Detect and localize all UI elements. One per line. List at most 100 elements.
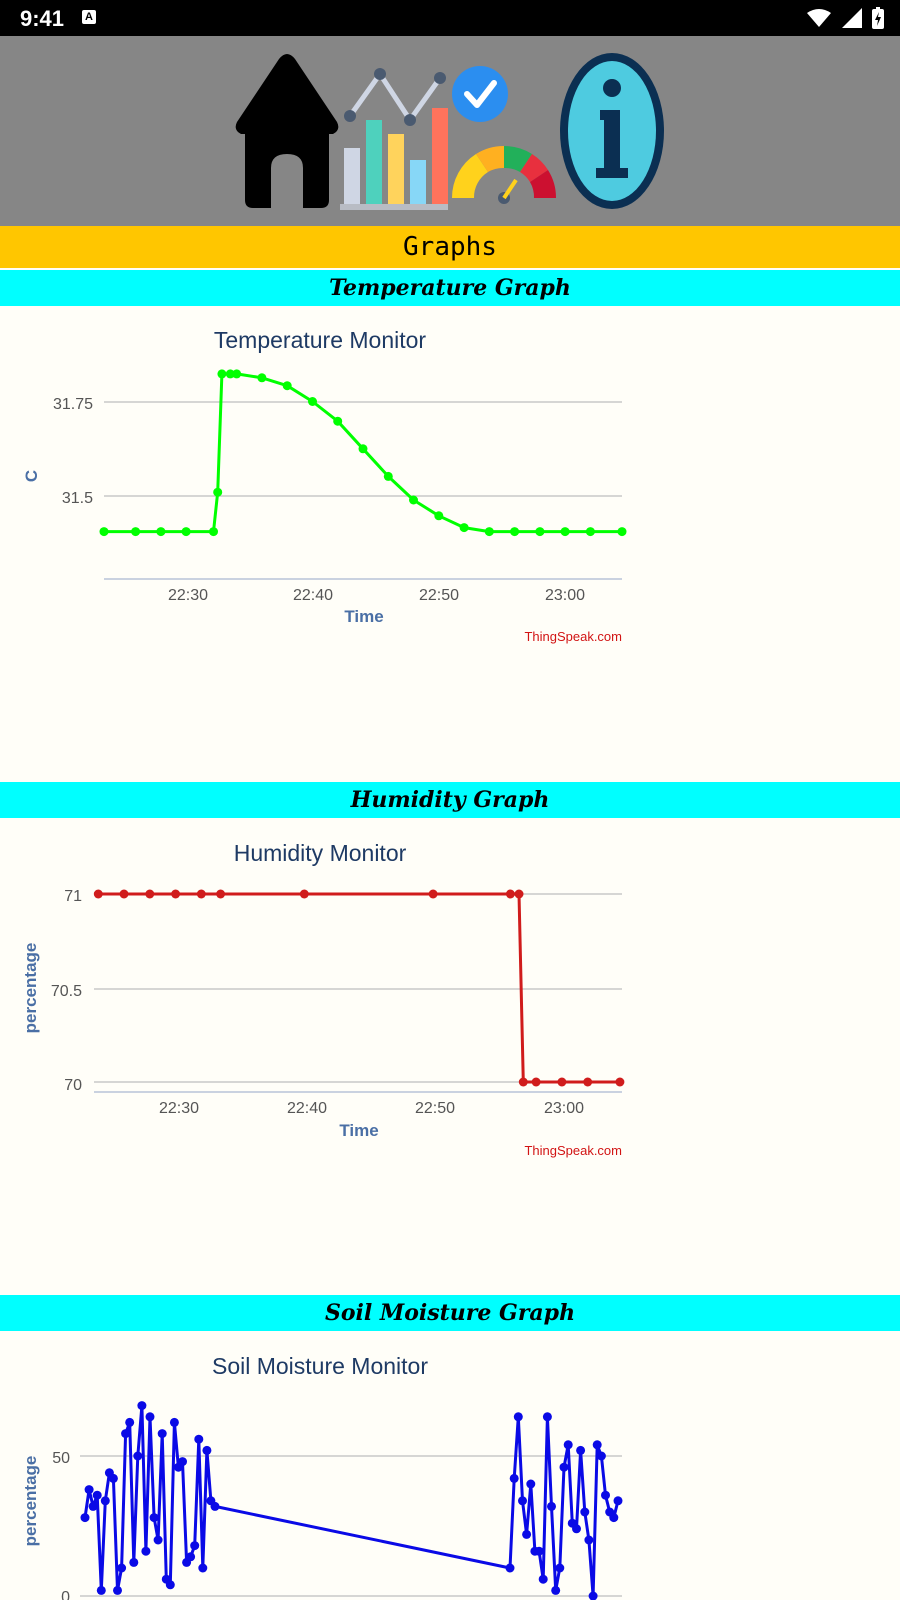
data-point[interactable] — [225, 369, 235, 379]
data-point[interactable] — [484, 527, 494, 537]
data-point[interactable] — [588, 1591, 598, 1600]
data-point[interactable] — [617, 527, 627, 537]
data-point[interactable] — [560, 527, 570, 537]
data-point[interactable] — [88, 1501, 98, 1511]
data-point[interactable] — [92, 1490, 102, 1500]
status-icons — [801, 7, 884, 29]
home-icon[interactable] — [233, 50, 341, 212]
thingspeak-credit-link[interactable]: ThingSpeak.com — [524, 629, 622, 644]
info-icon[interactable] — [556, 50, 668, 212]
data-point[interactable] — [428, 889, 438, 899]
data-point[interactable] — [202, 1445, 212, 1455]
data-point[interactable] — [169, 1417, 179, 1427]
data-point[interactable] — [557, 1077, 567, 1087]
data-point[interactable] — [583, 1077, 593, 1087]
data-point[interactable] — [190, 1541, 200, 1551]
data-point[interactable] — [534, 1546, 544, 1556]
data-point[interactable] — [129, 1557, 139, 1567]
data-point[interactable] — [217, 369, 227, 379]
data-point[interactable] — [518, 1496, 527, 1506]
data-point[interactable] — [559, 1462, 569, 1472]
data-point[interactable] — [157, 1429, 167, 1439]
data-point[interactable] — [137, 1401, 147, 1411]
data-point[interactable] — [555, 1563, 565, 1573]
data-point[interactable] — [383, 471, 393, 481]
data-point[interactable] — [518, 1077, 528, 1087]
data-point[interactable] — [584, 1535, 594, 1545]
data-point[interactable] — [113, 1585, 122, 1595]
data-point[interactable] — [358, 444, 368, 454]
data-point[interactable] — [84, 1485, 94, 1495]
data-point[interactable] — [210, 1501, 220, 1511]
data-point[interactable] — [434, 511, 444, 521]
data-point[interactable] — [535, 527, 545, 537]
data-point[interactable] — [145, 1412, 155, 1422]
data-point[interactable] — [563, 1440, 573, 1450]
data-point[interactable] — [131, 527, 141, 537]
data-point[interactable] — [96, 1585, 106, 1595]
soil-moisture-series — [80, 1401, 623, 1600]
data-point[interactable] — [133, 1451, 143, 1461]
data-point[interactable] — [576, 1445, 586, 1455]
data-point[interactable] — [257, 373, 267, 383]
data-point[interactable] — [510, 527, 520, 537]
data-point[interactable] — [194, 1434, 204, 1444]
data-point[interactable] — [141, 1546, 151, 1556]
data-point[interactable] — [542, 1412, 552, 1422]
data-point[interactable] — [601, 1490, 610, 1500]
data-point[interactable] — [125, 1417, 135, 1427]
soil-moisture-chart: Soil Moisture Monitor 50 0 percentage — [21, 1353, 623, 1600]
data-point[interactable] — [531, 1077, 541, 1087]
data-point[interactable] — [505, 1563, 515, 1573]
data-point[interactable] — [178, 1457, 187, 1467]
data-point[interactable] — [213, 487, 223, 497]
data-point[interactable] — [196, 889, 206, 899]
data-point[interactable] — [333, 416, 343, 426]
data-point[interactable] — [513, 1412, 523, 1422]
data-point[interactable] — [80, 1513, 90, 1523]
data-point[interactable] — [108, 1473, 118, 1483]
data-point[interactable] — [609, 1513, 619, 1523]
data-point[interactable] — [459, 523, 469, 533]
data-point[interactable] — [153, 1535, 163, 1545]
data-point[interactable] — [117, 1563, 127, 1573]
graphs-icon[interactable] — [340, 50, 452, 212]
data-point[interactable] — [119, 889, 129, 899]
data-point[interactable] — [100, 1496, 110, 1506]
data-point[interactable] — [171, 889, 181, 899]
data-point[interactable] — [538, 1574, 548, 1584]
data-point[interactable] — [308, 397, 317, 406]
data-point[interactable] — [282, 381, 292, 391]
data-point[interactable] — [121, 1429, 131, 1439]
data-point[interactable] — [156, 527, 166, 537]
data-point[interactable] — [409, 495, 418, 505]
data-point[interactable] — [613, 1496, 623, 1506]
data-point[interactable] — [165, 1580, 175, 1590]
data-point[interactable] — [509, 1473, 519, 1483]
thingspeak-credit-link[interactable]: ThingSpeak.com — [524, 1143, 622, 1158]
data-point[interactable] — [99, 527, 109, 537]
data-point[interactable] — [145, 889, 155, 899]
data-point[interactable] — [181, 527, 191, 537]
data-point[interactable] — [198, 1563, 208, 1573]
data-point[interactable] — [149, 1513, 159, 1523]
data-point[interactable] — [299, 889, 309, 899]
data-point[interactable] — [580, 1507, 590, 1517]
data-point[interactable] — [551, 1585, 561, 1595]
data-point[interactable] — [572, 1524, 581, 1534]
status-gauge-icon[interactable] — [450, 50, 558, 212]
data-point[interactable] — [592, 1440, 602, 1450]
data-point[interactable] — [522, 1529, 532, 1539]
data-point[interactable] — [615, 1077, 625, 1087]
data-point[interactable] — [585, 527, 595, 537]
data-point[interactable] — [526, 1479, 536, 1489]
data-point[interactable] — [209, 527, 218, 537]
data-point[interactable] — [186, 1552, 196, 1562]
data-point[interactable] — [93, 889, 103, 899]
data-point[interactable] — [232, 369, 242, 379]
data-point[interactable] — [596, 1451, 606, 1461]
data-point[interactable] — [514, 889, 524, 899]
data-point[interactable] — [505, 889, 515, 899]
data-point[interactable] — [216, 889, 226, 899]
data-point[interactable] — [547, 1501, 556, 1511]
